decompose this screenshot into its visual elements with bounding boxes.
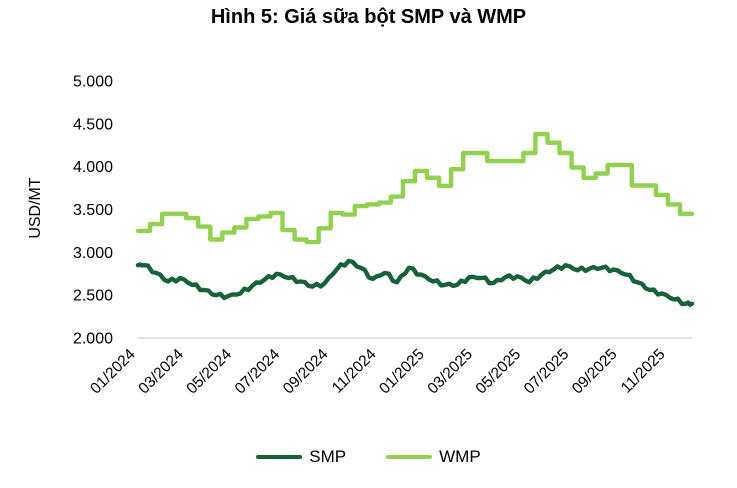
x-tick-label: 07/2024 — [232, 346, 284, 398]
smp-line — [135, 258, 695, 307]
wmp-color-swatch — [386, 454, 433, 460]
smp-color-swatch — [256, 454, 303, 460]
x-tick-label: 11/2025 — [618, 346, 669, 397]
x-tick-labels: 01/202403/202405/202407/202409/202411/20… — [87, 346, 669, 398]
x-tick-label: 11/2024 — [329, 346, 380, 397]
x-tick-label: 03/2025 — [424, 346, 476, 398]
wmp-line — [135, 131, 695, 245]
legend-item-wmp: WMP — [386, 447, 481, 467]
x-tick-label: 09/2025 — [569, 346, 621, 398]
y-tick-label: 3.500 — [73, 202, 113, 219]
y-tick-labels: 5.000 4.500 4.000 3.500 3.000 2.500 2.000 — [73, 74, 113, 348]
y-tick-label: 4.500 — [73, 116, 113, 133]
y-tick-label: 3.000 — [73, 245, 113, 262]
chart-title: Hình 5: Giá sữa bột SMP và WMP — [210, 6, 527, 28]
y-tick-label: 2.500 — [73, 288, 113, 305]
y-tick-label: 4.000 — [73, 159, 113, 176]
x-tick-label: 01/2024 — [87, 346, 139, 398]
x-tick-label: 01/2025 — [376, 346, 428, 398]
x-tick-label: 09/2024 — [280, 346, 332, 398]
y-tick-label: 5.000 — [73, 74, 113, 91]
x-tick-label: 05/2024 — [183, 346, 235, 398]
x-tick-label: 07/2025 — [521, 346, 573, 398]
y-tick-label: 2.000 — [73, 331, 113, 348]
legend-item-smp: SMP — [256, 447, 346, 467]
x-tick-label: 05/2025 — [473, 346, 525, 398]
legend-label-wmp: WMP — [439, 447, 481, 466]
x-tick-label: 03/2024 — [135, 346, 187, 398]
legend-label-smp: SMP — [309, 447, 347, 466]
y-axis-title: USD/MT — [27, 177, 44, 239]
legend: SMP WMP — [0, 447, 737, 467]
